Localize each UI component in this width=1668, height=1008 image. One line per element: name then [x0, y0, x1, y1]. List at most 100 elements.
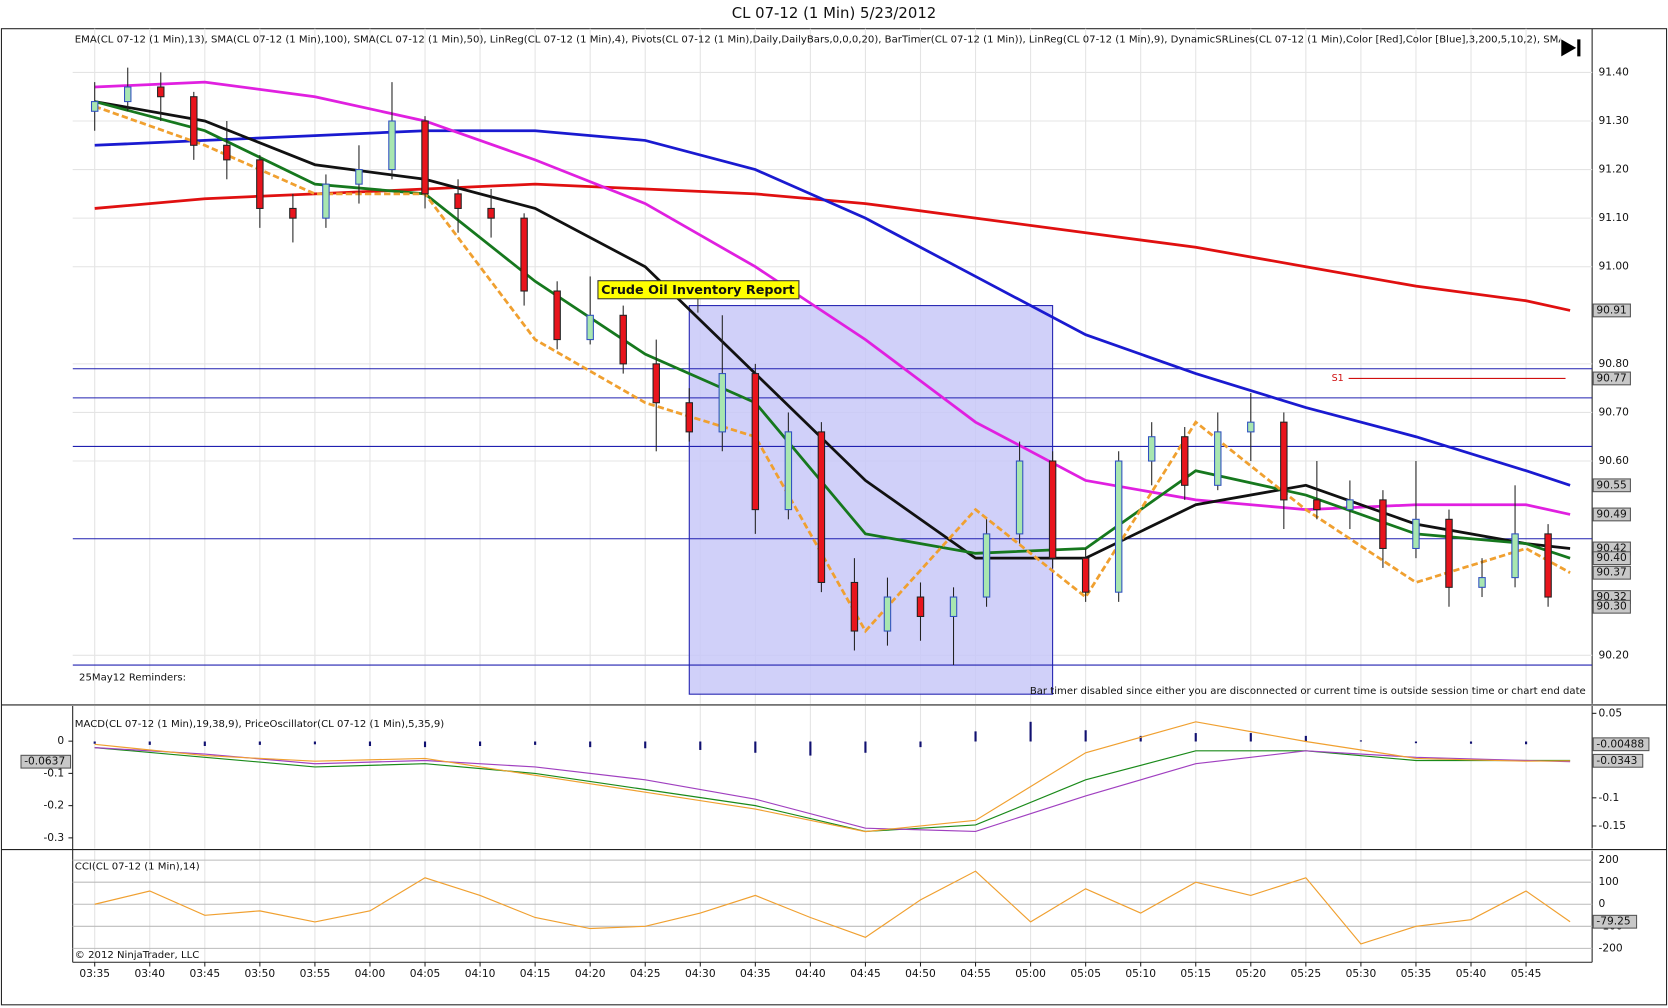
- series-line: [94, 747, 1571, 833]
- x-tick-label: 04:35: [740, 967, 771, 980]
- x-tick-label: 03:55: [300, 967, 331, 980]
- y2-tick-label: 0.05: [1599, 706, 1623, 719]
- x-tick-label: 05:10: [1125, 967, 1156, 980]
- value-box-label: 90.77: [1596, 371, 1626, 384]
- y-tick-label: 90.60: [1599, 454, 1630, 467]
- candle-body: [421, 120, 429, 195]
- x-tick-label: 04:20: [575, 967, 606, 980]
- x-tick-label: 03:35: [79, 967, 110, 980]
- candle-body: [949, 596, 958, 617]
- candle-body: [1511, 533, 1519, 579]
- candle-body: [685, 402, 693, 433]
- value-box: [1592, 737, 1650, 752]
- candle-body: [784, 431, 793, 511]
- x-tick-label: 04:40: [795, 967, 826, 980]
- candle-body: [520, 217, 528, 292]
- annotation: Crude Oil Inventory Report: [601, 283, 794, 298]
- value-box: [1592, 551, 1631, 566]
- y-tick-label: 0: [57, 734, 64, 747]
- value-box-label: -0.00488: [1596, 737, 1644, 750]
- candle-body: [1280, 421, 1288, 501]
- candle-body: [223, 144, 231, 161]
- y-tick-label: 0: [1599, 897, 1606, 910]
- value-box-label: -0.0343: [1596, 754, 1637, 767]
- x-tick-label: 04:45: [850, 967, 881, 980]
- candle-body: [1247, 421, 1255, 433]
- candle-body: [1181, 436, 1189, 486]
- y-tick-label: 200: [1599, 853, 1620, 866]
- y-tick-label: 90.80: [1599, 357, 1630, 370]
- candle-body: [1346, 499, 1354, 511]
- y2-tick-label: -0.1: [1599, 791, 1620, 804]
- candle-body: [1114, 460, 1123, 593]
- value-box-label: 90.42: [1596, 541, 1626, 554]
- candle-body: [1081, 557, 1090, 593]
- x-tick-label: 05:45: [1511, 967, 1542, 980]
- series-line: [94, 721, 1571, 833]
- copyright: © 2012 NinjaTrader, LLC: [75, 950, 199, 961]
- value-box-label: -79.25: [1596, 915, 1630, 928]
- candle-body: [1478, 577, 1486, 588]
- x-tick-label: 04:30: [685, 967, 716, 980]
- x-tick-label: 05:30: [1346, 967, 1377, 980]
- candle-body: [355, 169, 363, 185]
- highlight-box: [688, 305, 1054, 695]
- candle-body: [1412, 518, 1420, 549]
- x-tick-label: 05:05: [1070, 967, 1101, 980]
- x-tick-label: 05:00: [1015, 967, 1046, 980]
- x-tick-label: 05:25: [1291, 967, 1322, 980]
- candle-body: [751, 373, 760, 511]
- value-box-label: 90.30: [1596, 600, 1627, 613]
- indicator-label: CCI(CL 07-12 (1 Min),14): [75, 862, 200, 873]
- y-tick-label: 91.00: [1599, 260, 1630, 273]
- x-tick-label: 04:05: [410, 967, 441, 980]
- x-tick-label: 04:00: [355, 967, 386, 980]
- value-box-label: 90.40: [1596, 551, 1627, 564]
- x-tick-label: 05:15: [1180, 967, 1211, 980]
- candle-body: [1313, 499, 1321, 511]
- value-box-label: 90.55: [1596, 478, 1626, 491]
- value-box: [1592, 478, 1631, 493]
- y2-tick-label: -0.15: [1599, 819, 1626, 832]
- candle-body: [553, 290, 561, 341]
- y-tick-label: -0.1: [43, 766, 64, 779]
- bar-timer: Bar timer disabled since either you are …: [1030, 686, 1586, 697]
- price-plot: S1: [72, 67, 1593, 695]
- candle-body: [916, 596, 925, 617]
- x-tick-label: 04:50: [905, 967, 936, 980]
- candle-body: [90, 101, 99, 112]
- x-tick-label: 03:45: [189, 967, 220, 980]
- value-box: [1592, 371, 1631, 386]
- x-tick-label: 04:25: [630, 967, 661, 980]
- candle-body: [1544, 533, 1552, 598]
- candle-body: [289, 207, 297, 219]
- chart-title: CL 07-12 (1 Min) 5/23/2012: [732, 4, 937, 22]
- candle-body: [817, 431, 826, 583]
- value-box: [1592, 507, 1631, 522]
- candle-body: [256, 159, 264, 209]
- y-tick-label: -0.2: [43, 799, 64, 812]
- frame: [0, 28, 1668, 1006]
- value-box-label: 90.91: [1596, 303, 1626, 316]
- candle-body: [982, 533, 991, 598]
- value-box-label: 90.49: [1596, 507, 1627, 520]
- candle-body: [1015, 460, 1024, 535]
- play-icon[interactable]: [1561, 39, 1581, 57]
- candle-body: [1214, 431, 1222, 486]
- value-box: [1592, 914, 1638, 929]
- candle-body: [1379, 499, 1387, 549]
- candle-body: [718, 373, 727, 433]
- indicator-label: EMA(CL 07-12 (1 Min),13), SMA(CL 07-12 (…: [75, 34, 1615, 45]
- candle-body: [586, 314, 594, 341]
- value-box: [1592, 303, 1631, 318]
- indicator-label: MACD(CL 07-12 (1 Min),19,38,9), PriceOsc…: [75, 719, 444, 730]
- y-tick-label: 91.40: [1599, 65, 1630, 78]
- candle-body: [1445, 518, 1453, 588]
- value-box-label: 90.32: [1596, 590, 1626, 603]
- y-tick-label: -200: [1599, 941, 1623, 954]
- candle-body: [388, 120, 396, 171]
- x-tick-label: 03:50: [245, 967, 276, 980]
- y-tick-label: 90.20: [1599, 648, 1630, 661]
- candle-body: [652, 363, 660, 404]
